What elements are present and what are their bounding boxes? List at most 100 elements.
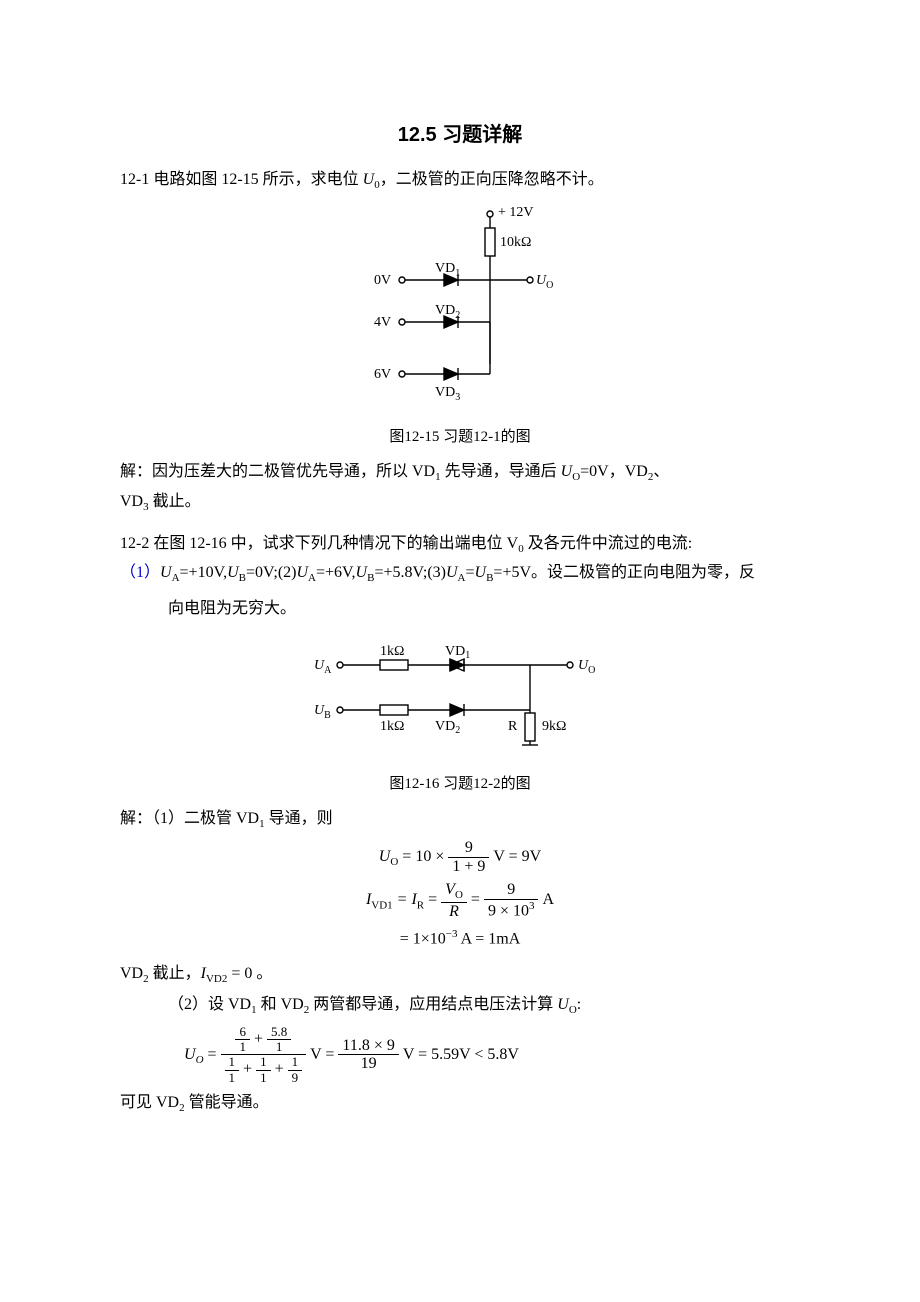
part2-intro: （2）设 VD1 和 VD2 两管都导通，应用结点电压法计算 UO:	[120, 993, 800, 1019]
p12-2-ub3: U	[475, 564, 487, 581]
fig16-r1: 1kΩ	[380, 644, 404, 659]
circuit-12-15-svg: + 12V 10kΩ 0V 4V 6V VD1 VD2 VD3 UO	[340, 204, 580, 414]
eq4-num: 61 + 5.81	[221, 1025, 307, 1056]
eq2-num: VO	[441, 881, 467, 902]
eq4-nf2: 5.81	[267, 1025, 291, 1055]
fig16-vd2: VD2	[435, 719, 460, 736]
eq4-den: 11 + 11 + 19	[221, 1055, 307, 1085]
eq2-mid-sub: R	[417, 900, 424, 912]
p12-2-ua1-sub: A	[172, 572, 180, 584]
figure-12-15: + 12V 10kΩ 0V 4V 6V VD1 VD2 VD3 UO	[120, 204, 800, 422]
fig15-in1: 0V	[374, 273, 391, 288]
p12-2-ub1: U	[227, 564, 239, 581]
eq4-mid-den: 19	[338, 1055, 398, 1073]
eq2-mid: = I	[397, 891, 417, 908]
p12-2-l2e: =0V;(2)	[246, 564, 297, 581]
eq-1ma: = 1×10−3 A = 1mA	[120, 926, 800, 951]
figure-12-16: UA UB 1kΩ 1kΩ VD1 VD2 R 9kΩ UO	[120, 635, 800, 763]
figure-12-15-caption: 图12-15 习题12-1的图	[120, 426, 800, 449]
eq4-v2: V = 5.59V < 5.8V	[403, 1046, 519, 1063]
sol12-1-uo: U	[561, 463, 573, 480]
cut-c: = 0 。	[227, 965, 272, 982]
fig16-Rval: 9kΩ	[542, 719, 566, 734]
p12-2-l2k: =	[465, 564, 474, 581]
eq4-lhs-sub: O	[196, 1054, 204, 1066]
sol12-1-f: 截止。	[149, 493, 201, 510]
solution-12-1-line2: VD3 截止。	[120, 490, 800, 516]
eq-ivd1: IVD1 = IR = VO R = 9 9 × 103 A	[120, 881, 800, 920]
part2-a: （2）设 VD	[168, 996, 251, 1013]
p12-2-l2i: =+5.8V;(3)	[374, 564, 446, 581]
eq-uo-9v: UO = 10 × 9 1 + 9 V = 9V	[120, 839, 800, 875]
problem-12-2-line2: （1）UA=+10V,UB=0V;(2)UA=+6V,UB=+5.8V;(3)U…	[120, 561, 800, 587]
fig16-R: R	[508, 719, 518, 734]
p12-2-ua2: U	[296, 564, 308, 581]
p12-2-l2g: =+6V,	[316, 564, 356, 581]
sol12-1-uo-sub: O	[572, 471, 580, 483]
solution-12-2-head: 解：（1）二极管 VD1 导通，则	[120, 807, 800, 833]
fig15-R: 10kΩ	[500, 235, 531, 250]
eq4-dplus2: +	[275, 1061, 288, 1078]
fig15-supply: + 12V	[498, 205, 534, 220]
eq4-df2: 11	[256, 1055, 271, 1085]
fig16-vd1: VD1	[445, 644, 470, 661]
eq1-b: V = 9V	[493, 848, 541, 865]
sol12-2-head-b: 导通，则	[265, 810, 333, 827]
cut-a: VD	[120, 965, 143, 982]
part2-uo-sub: O	[569, 1004, 577, 1016]
eq2-den2: 9 × 103	[484, 900, 539, 920]
sol12-2-head: 解：（1）二极管 VD	[120, 810, 259, 827]
fig15-in2: 4V	[374, 315, 391, 330]
p12-2-l2c: =+10V,	[180, 564, 228, 581]
sol12-1-e: VD	[120, 493, 143, 510]
p12-2-l3: 向电阻为无穷大。	[168, 600, 296, 617]
eq2-frac1: VO R	[441, 881, 467, 920]
eq1-num: 9	[448, 839, 489, 858]
part2-d: :	[577, 996, 581, 1013]
eq4-equals: =	[208, 1046, 221, 1063]
eq2-frac2: 9 9 × 103	[484, 881, 539, 920]
page-title: 12.5 习题详解	[120, 120, 800, 150]
eq2-num2: 9	[484, 881, 539, 900]
problem-12-1: 12-1 电路如图 12-15 所示，求电位 U0，二极管的正向压降忽略不计。	[120, 168, 800, 194]
cut-b: 截止，	[149, 965, 201, 982]
eq4-mid-num: 11.8 × 9	[338, 1037, 398, 1056]
eq1-a: = 10 ×	[402, 848, 448, 865]
eq1-lhs: U	[379, 848, 391, 865]
eq1-lhs-sub: O	[390, 856, 398, 868]
eq4-df1: 11	[225, 1055, 240, 1085]
eq4-nf1: 61	[235, 1025, 250, 1055]
eq4-lhs: U	[184, 1046, 196, 1063]
eq4-dplus1: +	[243, 1061, 256, 1078]
problem-12-2-line1: 12-2 在图 12-16 中，试求下列几种情况下的输出端电位 V0 及各元件中…	[120, 532, 800, 558]
eq4-midfrac: 11.8 × 9 19	[338, 1037, 398, 1073]
p12-2-ua2-sub: A	[308, 572, 316, 584]
eq2-lhs-sub: VD1	[371, 900, 392, 912]
fig16-uo: UO	[578, 658, 595, 676]
tail-b: 管能导通。	[185, 1094, 269, 1111]
solution-12-1: 解：因为压差大的二极管优先导通，所以 VD1 先导通，导通后 UO=0V，VD2…	[120, 460, 800, 486]
p12-1-text-a: 12-1 电路如图 12-15 所示，求电位	[120, 171, 363, 188]
eq4-num-plus: +	[254, 1030, 267, 1047]
eq2-b: =	[471, 891, 484, 908]
eq1-den: 1 + 9	[448, 858, 489, 876]
eq3-b: A = 1mA	[457, 931, 520, 948]
fig16-ub: UB	[314, 703, 331, 721]
p12-2-ub2: U	[356, 564, 368, 581]
eq1-frac: 9 1 + 9	[448, 839, 489, 875]
sol12-1-b: 先导通，导通后	[441, 463, 561, 480]
p12-2-l2a: （1）	[120, 564, 160, 581]
part2-b: 和 VD	[257, 996, 304, 1013]
p12-2-ua3: U	[446, 564, 458, 581]
eq4-v1: V =	[310, 1046, 338, 1063]
page: 12.5 习题详解 12-1 电路如图 12-15 所示，求电位 U0，二极管的…	[0, 0, 920, 1181]
eq3: = 1×10	[400, 931, 446, 948]
p12-2-l1b: 及各元件中流过的电流:	[524, 535, 692, 552]
p12-2-ub1-sub: B	[239, 572, 246, 584]
circuit-12-16-svg: UA UB 1kΩ 1kΩ VD1 VD2 R 9kΩ UO	[310, 635, 610, 755]
eq2-a: =	[428, 891, 441, 908]
figure-12-16-caption: 图12-16 习题12-2的图	[120, 773, 800, 796]
p12-2-l1: 12-2 在图 12-16 中，试求下列几种情况下的输出端电位 V	[120, 535, 518, 552]
eq4-bigfrac: 61 + 5.81 11 + 11 + 19	[221, 1025, 307, 1085]
sol12-1-c: =0V，VD	[580, 463, 648, 480]
